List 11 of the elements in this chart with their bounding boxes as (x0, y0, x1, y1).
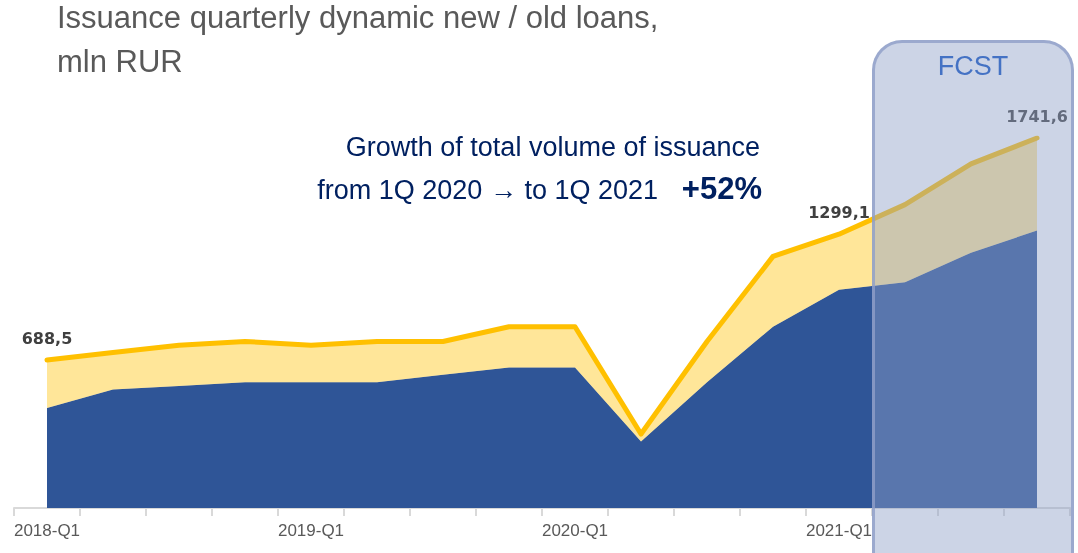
chart-title: Issuance quarterly dynamic new / old loans, mln RUR (57, 0, 667, 79)
annotation: 1741,6 (1006, 106, 1068, 126)
annotation: 1299,1 (808, 202, 870, 222)
x-tick-label: 2021-Q1 (805, 521, 873, 540)
x-tick-label: 2018-Q1 (13, 521, 81, 540)
x-tick-label: 2019-Q1 (277, 521, 345, 540)
x-tick-label: 2020-Q1 (541, 521, 609, 540)
annotation: from 1Q 2020 → to 1Q 2021 (317, 175, 658, 205)
annotation: Growth of total volume of issuance (345, 132, 760, 162)
annotation: 688,5 (21, 328, 73, 348)
annotation: +52% (681, 170, 762, 206)
